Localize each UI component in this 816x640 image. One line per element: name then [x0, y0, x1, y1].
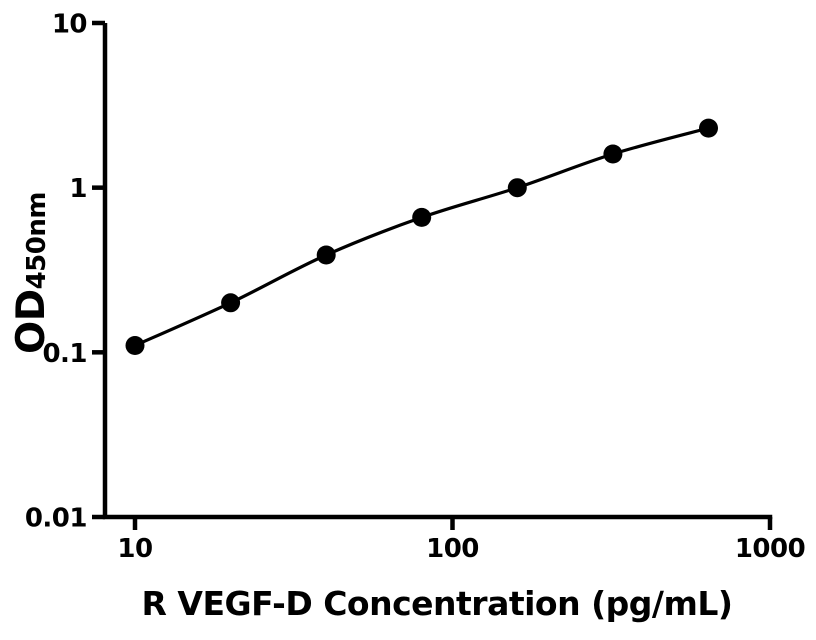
data-point-marker: [125, 336, 145, 355]
x-tick-label: 1000: [735, 534, 805, 564]
axis-lines: [102, 23, 773, 520]
y-tick-label: 1: [69, 174, 87, 204]
data-point-marker: [507, 178, 527, 198]
x-tick-label: 100: [426, 534, 479, 564]
data-point-marker: [221, 293, 241, 313]
x-tick-label: 10: [117, 534, 152, 564]
data-point-marker: [316, 245, 336, 265]
y-axis-title-main: OD: [9, 289, 54, 354]
data-point-marker: [412, 207, 432, 227]
x-axis-title: R VEGF-D Concentration (pg/mL): [142, 584, 733, 623]
y-tick-label: 10: [52, 9, 87, 39]
y-axis-title-subscript: 450nm: [22, 192, 52, 289]
y-tick-label: 0.1: [42, 339, 87, 369]
y-tick-label: 0.01: [25, 504, 87, 534]
standard-curve-line: [134, 126, 709, 347]
data-point-marker: [603, 144, 623, 164]
y-axis-title: OD450nm: [9, 192, 54, 354]
data-point-marker: [699, 118, 718, 138]
